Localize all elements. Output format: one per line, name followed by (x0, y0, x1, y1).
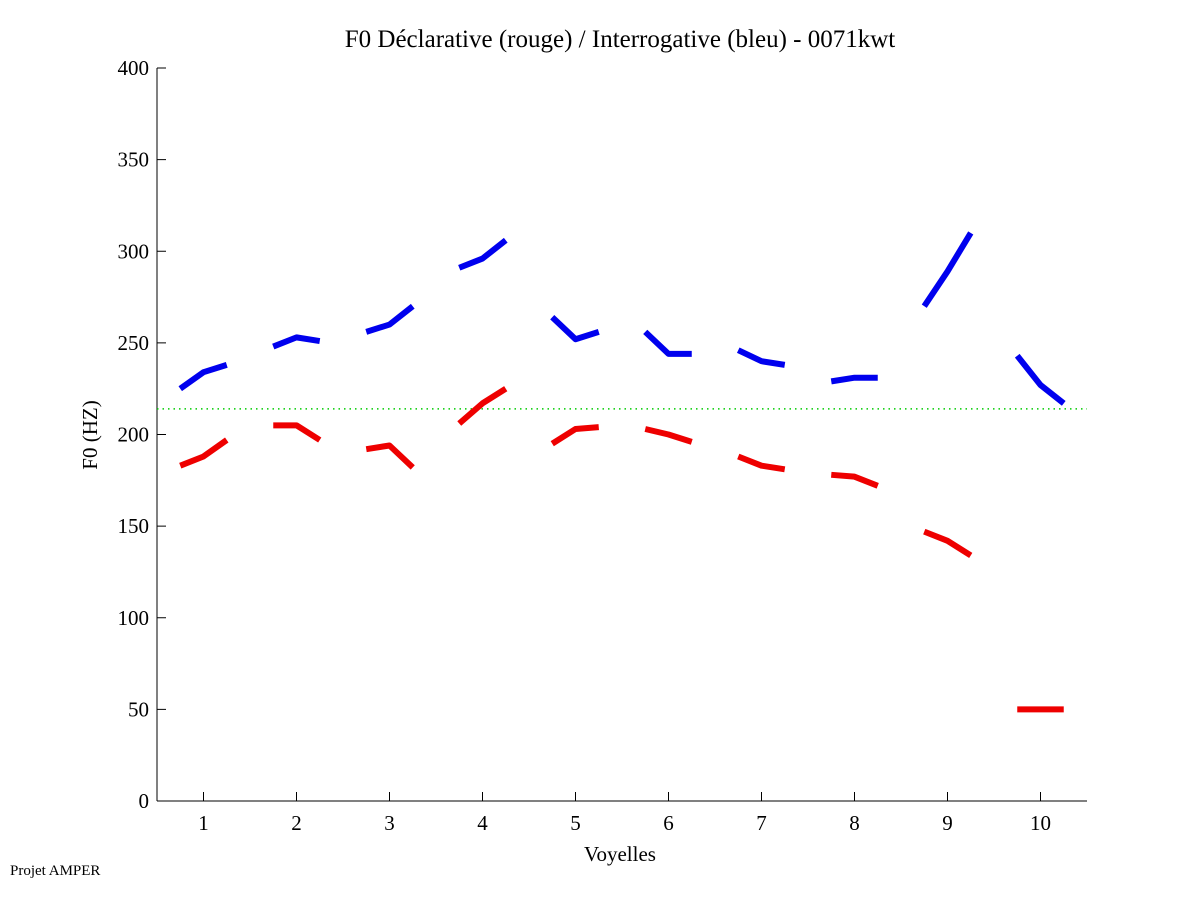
y-tick-label: 300 (118, 239, 150, 263)
x-tick-label: 5 (570, 811, 581, 835)
interrogative-segment-6 (643, 329, 692, 357)
y-tick-label: 350 (118, 148, 150, 172)
x-tick-label: 10 (1030, 811, 1051, 835)
interrogative-segment-5 (550, 315, 600, 343)
y-tick-label: 50 (128, 697, 149, 721)
declarative-segment-1 (179, 437, 229, 469)
y-tick-label: 150 (118, 514, 150, 538)
y-axis-label: F0 (HZ) (78, 400, 102, 469)
interrogative-segment-1 (178, 362, 228, 392)
declarative-segment-7 (737, 453, 786, 473)
x-tick-label: 2 (291, 811, 302, 835)
interrogative-segment-7 (736, 347, 786, 368)
y-tick-label: 0 (139, 789, 150, 813)
y-tick-label: 100 (118, 606, 150, 630)
declarative-segment-3 (365, 442, 415, 470)
declarative-segment-4 (457, 386, 508, 426)
x-tick-label: 4 (477, 811, 488, 835)
x-axis-label: Voyelles (584, 842, 656, 866)
interrogative-segment-3 (365, 303, 415, 335)
x-tick-label: 8 (849, 811, 860, 835)
declarative-segment-9 (923, 528, 973, 558)
x-tick-label: 9 (942, 811, 953, 835)
x-tick-label: 7 (756, 811, 767, 835)
x-tick-label: 6 (663, 811, 674, 835)
interrogative-segment-10 (1014, 353, 1066, 406)
interrogative-segment-8 (830, 374, 878, 385)
axes: 0 50 100 150 200 250 300 350 400 1 2 3 4 5 6 7 8 9 10 (118, 56, 1087, 835)
y-tick-label: 400 (118, 56, 150, 80)
x-tick-label: 1 (198, 811, 209, 835)
declarative-segment-2 (273, 422, 322, 443)
series-group (178, 231, 1066, 713)
y-tick-label: 250 (118, 331, 150, 355)
interrogative-segment-9 (921, 231, 974, 308)
footer-credit: Projet AMPER (10, 863, 101, 879)
declarative-segment-6 (644, 426, 693, 445)
y-tick-label: 200 (118, 423, 150, 447)
declarative-segment-8 (831, 471, 879, 489)
x-tick-label: 3 (384, 811, 395, 835)
declarative-segment-5 (550, 424, 599, 447)
interrogative-segment-2 (272, 334, 321, 350)
interrogative-segment-4 (458, 237, 508, 271)
chart-title: F0 Déclarative (rouge) / Interrogative (… (345, 26, 896, 53)
